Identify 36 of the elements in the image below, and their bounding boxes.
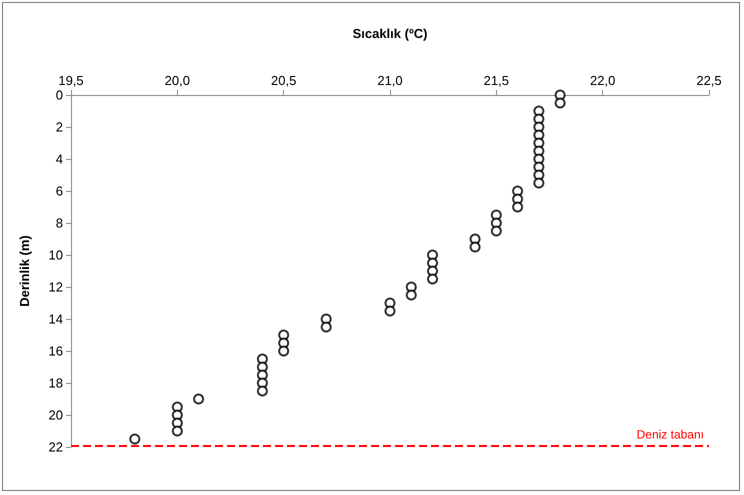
y-tick-label: 4	[56, 152, 63, 166]
point	[384, 306, 396, 316]
point	[256, 386, 268, 396]
x-tick-label: 21,0	[377, 73, 403, 88]
y-tick-label: 16	[48, 344, 63, 358]
point	[427, 274, 438, 284]
y-tick-label: 2	[56, 120, 63, 134]
y-tick-label: 0	[56, 88, 63, 102]
x-tick-label: 22,5	[696, 73, 722, 88]
x-tick-label: 20,5	[271, 73, 296, 88]
point	[172, 426, 183, 436]
y-tick-label: 14	[48, 312, 63, 326]
point	[490, 226, 502, 236]
y-tick-label: 10	[48, 248, 63, 262]
x-tick-label: 22,0	[590, 73, 616, 88]
y-tick-label: 12	[48, 280, 63, 294]
point	[129, 434, 140, 444]
point	[278, 346, 290, 356]
point	[470, 242, 481, 252]
x-tick-label: 21,5	[484, 73, 509, 88]
x-axis-title: Sıcaklık (ºC)	[352, 26, 428, 41]
y-axis-title: Derinlik (m)	[17, 235, 32, 307]
point	[406, 290, 417, 300]
point	[533, 178, 544, 188]
x-tick-label: 19,5	[58, 73, 84, 88]
x-tick-label: 20,0	[164, 73, 190, 88]
y-tick-label: 18	[48, 376, 63, 390]
y-tick-label: 22	[48, 440, 63, 454]
point	[193, 394, 204, 404]
y-tick-label: 6	[56, 184, 63, 198]
point	[512, 202, 524, 212]
point	[554, 98, 566, 108]
ref-line-label: Deniz tabanı	[636, 427, 704, 442]
point	[320, 322, 332, 332]
y-tick-label: 8	[56, 216, 63, 230]
y-tick-label: 20	[48, 408, 63, 422]
